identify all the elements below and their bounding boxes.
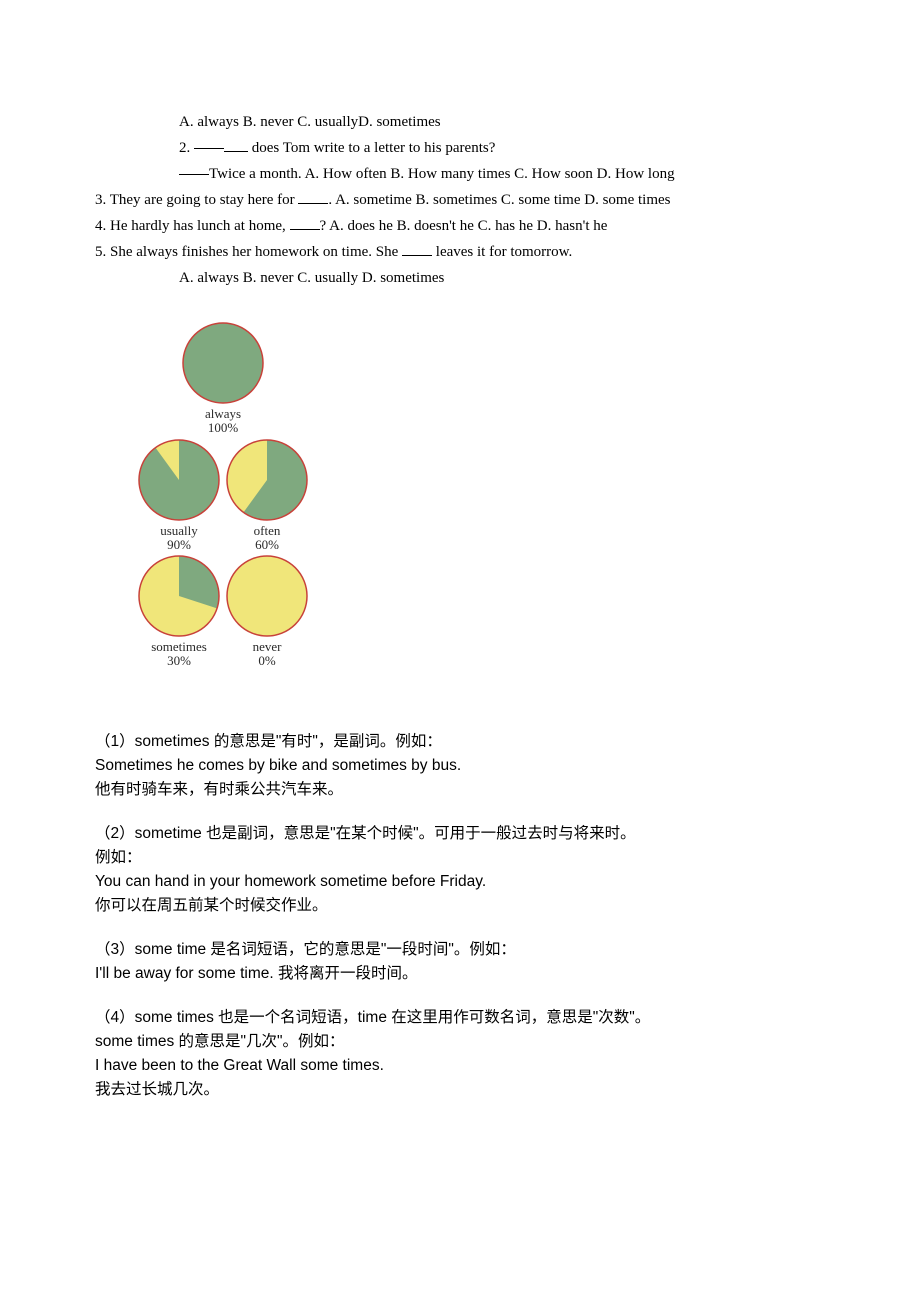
pie-percent: 100% — [208, 420, 238, 435]
blank-icon — [224, 138, 248, 153]
explain-text: I'll be away for some time. 我将离开一段时间。 — [95, 962, 825, 986]
q4-prefix: 4. He hardly has lunch at home, — [95, 218, 290, 234]
pie-label: usually — [160, 523, 198, 538]
pie-icon — [181, 321, 265, 405]
blank-icon — [402, 242, 432, 257]
explain-text: You can hand in your homework sometime b… — [95, 870, 825, 894]
explain-4: （4）some times 也是一个名词短语，time 在这里用作可数名词，意思… — [95, 1006, 825, 1102]
pie-sometimes: sometimes 30% — [137, 554, 221, 669]
pie-label: never — [253, 639, 282, 654]
pie-icon — [137, 554, 221, 638]
pie-label: always — [205, 406, 241, 421]
explain-text: 我去过长城几次。 — [95, 1078, 825, 1102]
pie-never: never 0% — [225, 554, 309, 669]
pie-often: often 60% — [225, 438, 309, 553]
explain-2: （2）sometime 也是副词，意思是"在某个时候"。可用于一般过去时与将来时… — [95, 822, 825, 918]
dash-icon — [179, 174, 209, 175]
q2-answer: Twice a month. A. How often B. How many … — [95, 162, 825, 186]
pie-always: always 100% — [181, 321, 265, 436]
q2-answer-text: Twice a month. A. How often B. How many … — [209, 166, 675, 182]
explain-3: （3）some time 是名词短语，它的意思是"一段时间"。例如： I'll … — [95, 938, 825, 986]
q5-line: 5. She always finishes her homework on t… — [95, 240, 825, 264]
pie-usually: usually 90% — [137, 438, 221, 553]
q2-prompt-suffix: does Tom write to a letter to his parent… — [248, 140, 495, 156]
q2-prompt: 2. does Tom write to a letter to his par… — [95, 136, 825, 160]
explain-text: I have been to the Great Wall some times… — [95, 1054, 825, 1078]
blank-icon — [290, 216, 320, 231]
pie-label: sometimes — [151, 639, 207, 654]
pie-icon — [225, 438, 309, 522]
pie-icon — [137, 438, 221, 522]
explain-text: （3）some time 是名词短语，它的意思是"一段时间"。例如： — [95, 938, 825, 962]
q5-suffix: leaves it for tomorrow. — [432, 244, 572, 260]
pie-percent: 90% — [167, 537, 191, 552]
pie-percent: 0% — [258, 653, 275, 668]
explain-text: 你可以在周五前某个时候交作业。 — [95, 894, 825, 918]
q5-prefix: 5. She always finishes her homework on t… — [95, 244, 402, 260]
q4-suffix: ? A. does he B. doesn't he C. has he D. … — [320, 218, 608, 234]
q3-suffix: . A. sometime B. sometimes C. some time … — [328, 192, 670, 208]
pie-label: often — [254, 523, 281, 538]
explain-text: 例如： — [95, 846, 825, 870]
q4-line: 4. He hardly has lunch at home, ? A. doe… — [95, 214, 825, 238]
pie-icon — [225, 554, 309, 638]
pie-percent: 30% — [167, 653, 191, 668]
explain-text: Sometimes he comes by bike and sometimes… — [95, 754, 825, 778]
explain-text: some times 的意思是"几次"。例如： — [95, 1030, 825, 1054]
pie-percent: 60% — [255, 537, 279, 552]
dash-icon — [194, 148, 224, 149]
q3-prefix: 3. They are going to stay here for — [95, 192, 298, 208]
frequency-pie-charts: always 100% usually 90% often 60% — [135, 320, 825, 670]
explain-text: （1）sometimes 的意思是"有时"，是副词。例如： — [95, 730, 825, 754]
explain-1: （1）sometimes 的意思是"有时"，是副词。例如： Sometimes … — [95, 730, 825, 802]
q3-line: 3. They are going to stay here for . A. … — [95, 188, 825, 212]
blank-icon — [298, 190, 328, 205]
q1-options: A. always B. never C. usuallyD. sometime… — [95, 110, 825, 134]
q5-options: A. always B. never C. usually D. sometim… — [95, 266, 825, 290]
explain-text: 他有时骑车来，有时乘公共汽车来。 — [95, 778, 825, 802]
explanations: （1）sometimes 的意思是"有时"，是副词。例如： Sometimes … — [95, 730, 825, 1102]
document-page: A. always B. never C. usuallyD. sometime… — [0, 0, 920, 1302]
explain-text: （4）some times 也是一个名词短语，time 在这里用作可数名词，意思… — [95, 1006, 825, 1030]
explain-text: （2）sometime 也是副词，意思是"在某个时候"。可用于一般过去时与将来时… — [95, 822, 825, 846]
